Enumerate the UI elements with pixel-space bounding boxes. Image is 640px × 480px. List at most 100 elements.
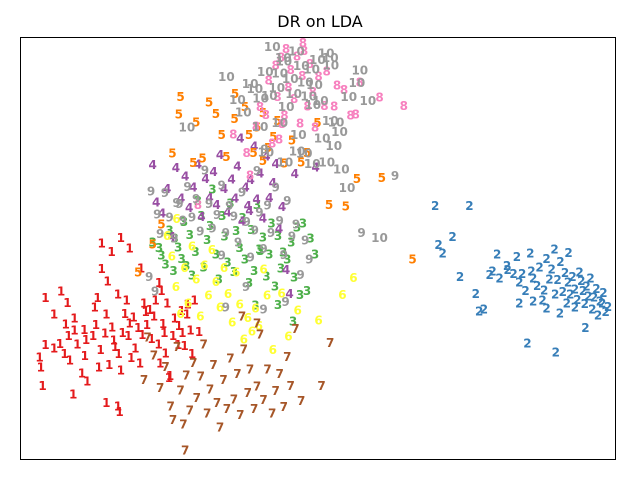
point-class-9: 9 xyxy=(175,197,183,211)
point-class-9: 9 xyxy=(188,211,196,225)
point-class-10: 10 xyxy=(339,181,356,195)
point-class-3: 3 xyxy=(283,253,291,267)
point-class-4: 4 xyxy=(236,131,244,145)
point-class-10: 10 xyxy=(322,51,339,65)
point-class-7: 7 xyxy=(140,373,148,387)
point-class-3: 3 xyxy=(161,258,169,272)
plot-area-frame xyxy=(20,37,616,460)
point-class-2: 2 xyxy=(465,199,473,213)
point-class-2: 2 xyxy=(493,247,501,261)
point-class-8: 8 xyxy=(277,50,285,64)
point-class-3: 3 xyxy=(215,273,223,287)
point-class-7: 7 xyxy=(176,383,184,397)
point-class-4: 4 xyxy=(201,172,209,186)
point-class-4: 4 xyxy=(149,158,157,172)
point-class-8: 8 xyxy=(243,146,251,160)
point-class-1: 1 xyxy=(63,296,71,310)
point-class-6: 6 xyxy=(277,286,285,300)
point-class-4: 4 xyxy=(247,173,255,187)
point-class-7: 7 xyxy=(268,406,276,420)
point-class-8: 8 xyxy=(282,42,290,56)
point-class-1: 1 xyxy=(69,387,77,401)
point-class-3: 3 xyxy=(311,247,319,261)
point-class-1: 1 xyxy=(98,262,106,276)
point-class-4: 4 xyxy=(278,200,286,214)
point-class-9: 9 xyxy=(280,248,288,262)
point-class-5: 5 xyxy=(303,146,311,160)
point-class-5: 5 xyxy=(245,128,253,142)
point-class-8: 8 xyxy=(287,63,295,77)
point-class-3: 3 xyxy=(236,241,244,255)
point-class-1: 1 xyxy=(89,329,97,343)
point-class-1: 1 xyxy=(180,339,188,353)
point-class-7: 7 xyxy=(216,420,224,434)
point-class-6: 6 xyxy=(255,319,263,333)
point-class-2: 2 xyxy=(523,336,531,350)
point-class-4: 4 xyxy=(227,173,235,187)
point-class-9: 9 xyxy=(179,214,187,228)
point-class-7: 7 xyxy=(193,391,201,405)
point-class-10: 10 xyxy=(242,77,259,91)
point-class-3: 3 xyxy=(238,211,246,225)
point-class-1: 1 xyxy=(154,338,162,352)
point-class-2: 2 xyxy=(592,282,600,296)
point-class-6: 6 xyxy=(216,300,224,314)
point-class-2: 2 xyxy=(529,272,537,286)
point-class-2: 2 xyxy=(584,290,592,304)
point-class-9: 9 xyxy=(234,235,242,249)
point-class-3: 3 xyxy=(169,264,177,278)
point-class-4: 4 xyxy=(231,191,239,205)
point-class-2: 2 xyxy=(598,297,606,311)
point-class-10: 10 xyxy=(300,89,317,103)
point-class-1: 1 xyxy=(117,364,125,378)
point-class-6: 6 xyxy=(196,310,204,324)
point-class-7: 7 xyxy=(287,379,295,393)
point-class-3: 3 xyxy=(290,271,298,285)
point-class-10: 10 xyxy=(218,70,235,84)
point-class-4: 4 xyxy=(212,198,220,212)
point-class-3: 3 xyxy=(241,253,249,267)
point-class-9: 9 xyxy=(153,207,161,221)
point-class-7: 7 xyxy=(263,363,271,377)
point-class-1: 1 xyxy=(66,353,74,367)
point-class-10: 10 xyxy=(179,121,196,135)
point-class-6: 6 xyxy=(263,288,271,302)
point-class-6: 6 xyxy=(188,239,196,253)
point-class-6: 6 xyxy=(220,261,228,275)
point-class-1: 1 xyxy=(127,351,135,365)
point-class-1: 1 xyxy=(166,369,174,383)
point-class-1: 1 xyxy=(80,323,88,337)
point-class-9: 9 xyxy=(156,227,164,241)
point-class-4: 4 xyxy=(245,204,253,218)
point-class-7: 7 xyxy=(161,360,169,374)
point-class-5: 5 xyxy=(253,120,261,134)
point-class-1: 1 xyxy=(147,332,155,346)
point-class-1: 1 xyxy=(50,341,58,355)
point-class-2: 2 xyxy=(561,266,569,280)
point-class-2: 2 xyxy=(602,305,610,319)
point-class-9: 9 xyxy=(208,221,216,235)
point-class-9: 9 xyxy=(288,230,296,244)
point-class-1: 1 xyxy=(188,347,196,361)
point-class-2: 2 xyxy=(571,300,579,314)
point-class-9: 9 xyxy=(183,180,191,194)
point-class-9: 9 xyxy=(201,163,209,177)
point-class-7: 7 xyxy=(272,384,280,398)
point-class-9: 9 xyxy=(242,280,250,294)
point-class-10: 10 xyxy=(235,106,252,120)
point-class-2: 2 xyxy=(439,246,447,260)
point-class-9: 9 xyxy=(165,211,173,225)
point-class-1: 1 xyxy=(95,361,103,375)
point-class-8: 8 xyxy=(303,100,311,114)
point-class-9: 9 xyxy=(222,300,230,314)
point-class-1: 1 xyxy=(103,274,111,288)
point-class-4: 4 xyxy=(265,191,273,205)
point-class-8: 8 xyxy=(375,90,383,104)
point-class-4: 4 xyxy=(252,193,260,207)
point-class-10: 10 xyxy=(293,59,310,73)
point-class-8: 8 xyxy=(346,109,354,123)
point-class-9: 9 xyxy=(230,209,238,223)
point-class-7: 7 xyxy=(209,358,217,372)
point-class-5: 5 xyxy=(264,141,272,155)
point-class-9: 9 xyxy=(391,169,399,183)
